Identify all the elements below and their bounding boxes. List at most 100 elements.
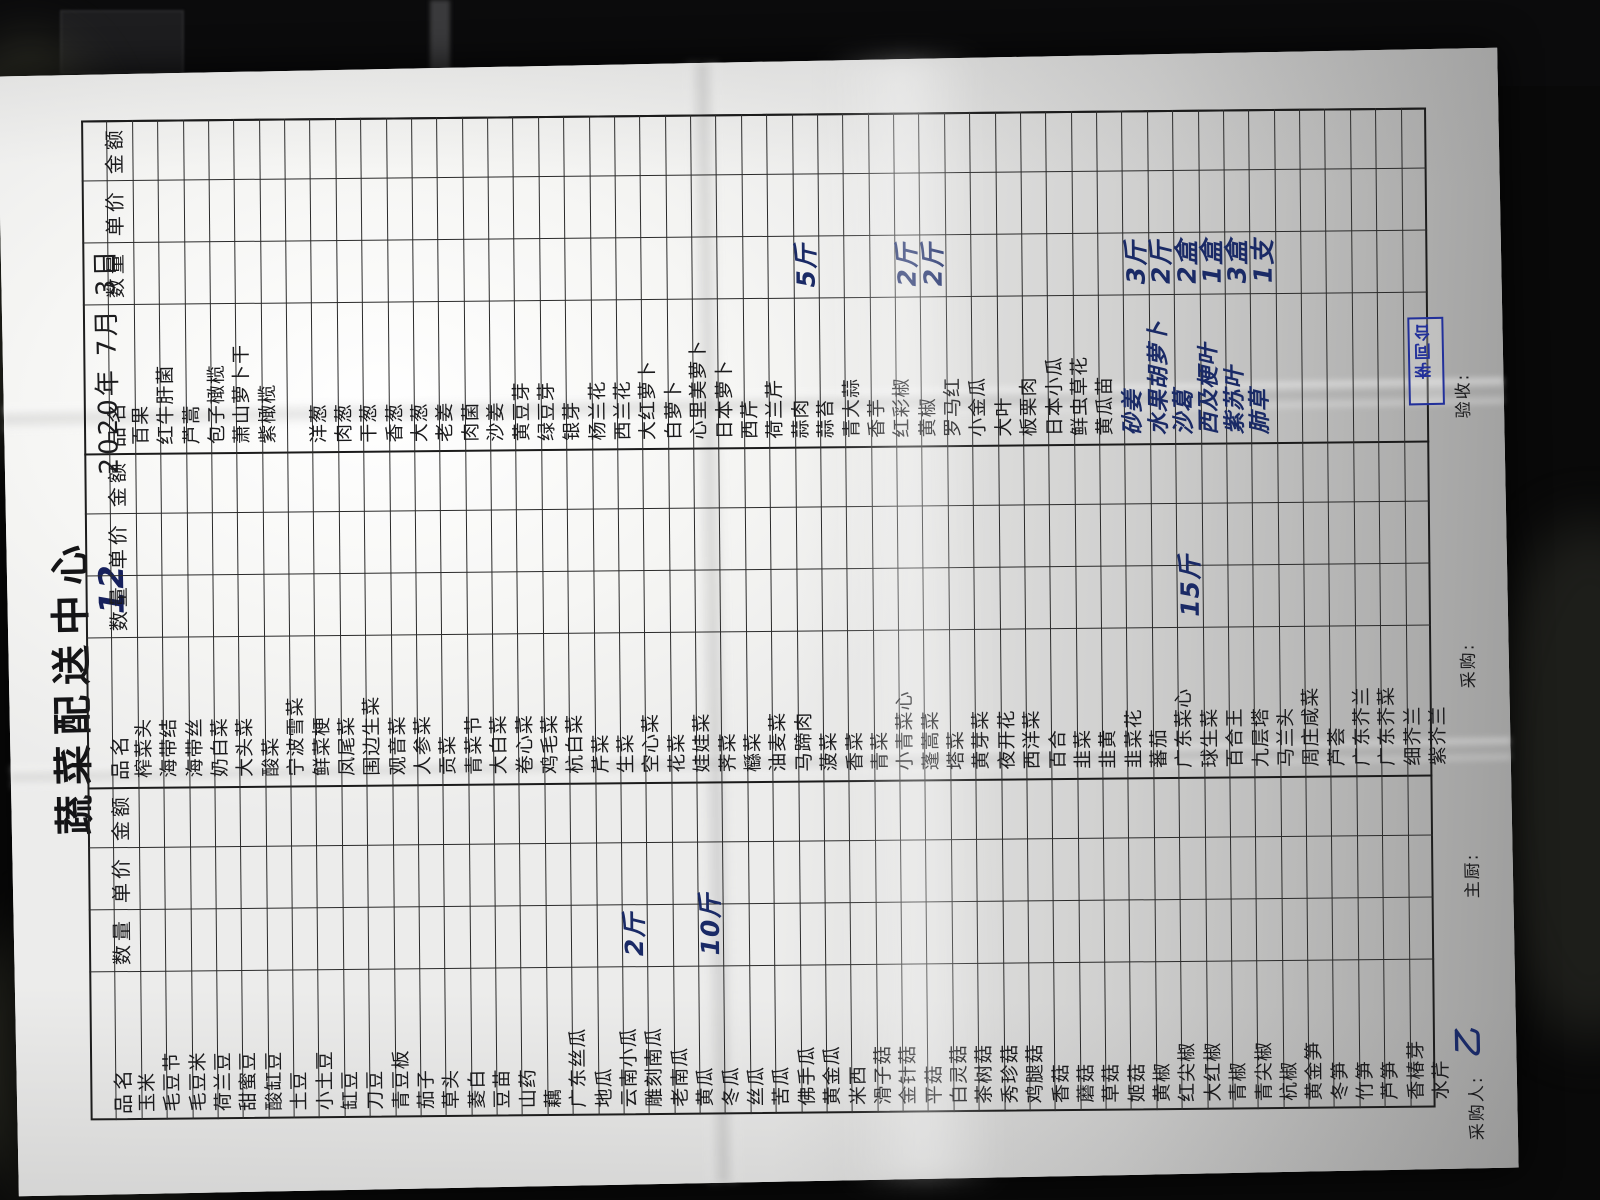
product-name-cell: 米西 (846, 1064, 870, 1106)
product-name-cell: 老姜 (434, 401, 457, 443)
product-name-cell: 荷兰芹 (763, 378, 787, 439)
product-name-cell: 白萝卜 (662, 379, 686, 440)
product-name-cell: 芹菜 (589, 733, 613, 774)
product-name-cell: 西兰花 (611, 380, 635, 441)
product-name-cell: 青菜节 (462, 714, 486, 775)
footer-buyer-label: 采购: (1458, 642, 1480, 689)
product-name-cell: 细芥兰 (1401, 705, 1425, 766)
product-name-cell: 雕刻南瓜 (643, 1026, 667, 1108)
product-name-cell: 海带丝 (183, 717, 207, 778)
product-name-cell: 黄芽菜 (970, 709, 993, 770)
product-name-cell: 菠菜 (818, 731, 841, 772)
product-name-cell: 鸡毛菜 (538, 713, 562, 775)
product-name-cell: 娃娃菜 (691, 712, 714, 773)
product-name-cell: 青大蒜 (840, 377, 863, 439)
product-name-cell: 黄椒 (916, 397, 939, 438)
product-name-cell: 鸡腿菇 (1024, 1043, 1047, 1104)
product-name-cell: 夜开花 (995, 709, 1019, 770)
product-name-cell: 凤尾菜 (335, 715, 359, 777)
quantity-cell: 1盒 (1197, 239, 1227, 284)
product-name-cell: 杭白菜 (564, 713, 587, 774)
product-name-cell: 西及梗叶 (1196, 342, 1223, 435)
product-name-cell: 蒜肉 (789, 398, 812, 439)
product-name-cell: 青椒 (1227, 1061, 1250, 1102)
signature-mark-left: 乙 (1450, 1028, 1487, 1059)
product-name-cell: 观音菜 (386, 715, 410, 776)
header-product-name: 品名 (104, 399, 130, 448)
header-amount: 金额 (108, 793, 134, 842)
quantity-cell: 2斤 (918, 241, 948, 287)
product-name-cell: 肉葱 (332, 402, 356, 444)
product-name-cell: 黄金瓜 (821, 1045, 844, 1106)
footer-manager-label: 主厨: (1462, 852, 1484, 899)
product-name-cell: 百果 (129, 404, 153, 446)
product-name-cell: 鲜菜梗 (310, 716, 333, 777)
product-name-cell: 韭菜花 (1122, 708, 1146, 769)
product-name-cell: 芦荟 (1325, 726, 1349, 767)
product-name-cell: 香葱 (383, 402, 406, 443)
quantity-cell: 2盒 (1171, 239, 1202, 285)
product-name-cell: 黄瓜 (694, 1066, 717, 1107)
product-name-cell: 广东芥兰 (1350, 686, 1374, 767)
product-name-cell: 紫橄榄 (256, 383, 280, 444)
footer-receiver-label: 验收: (1453, 372, 1475, 419)
product-name-cell: 山药 (516, 1068, 540, 1109)
product-name-cell: 奶白菜 (208, 717, 232, 778)
product-name-cell: 大红萝卜 (636, 359, 660, 441)
product-name-cell: 刀豆 (364, 1069, 387, 1110)
product-name-cell: 金针菇 (897, 1044, 920, 1105)
product-name-cell: 菱白 (466, 1068, 489, 1109)
product-name-cell: 宁波雪菜 (284, 696, 308, 777)
product-name-cell: 酸缸豆 (262, 1050, 286, 1111)
product-name-cell: 芦蒿 (180, 404, 203, 445)
product-name-cell: 荷兰豆 (212, 1051, 235, 1112)
product-name-cell: 广东菜心 (1172, 687, 1196, 769)
product-name-cell: 大头菜 (234, 716, 257, 778)
product-name-cell: 甜蜜豆 (237, 1050, 261, 1112)
product-name-cell: 杨兰花 (586, 380, 609, 441)
product-name-cell: 大红椒 (1201, 1041, 1225, 1102)
product-name-cell: 老南瓜 (668, 1046, 692, 1107)
order-form-paper: 蔬菜配送中心 2020年 7月 3日 12 品名 数量 单价 金额 百果 红牛肝菌 芦蒿 包子… (0, 47, 1519, 1197)
product-name-cell: 毛豆米 (186, 1051, 210, 1112)
product-name-cell: 日本萝卜 (713, 359, 736, 440)
product-name-cell: 肉菌 (459, 401, 483, 442)
product-name-cell: 包子橄榄 (205, 364, 229, 445)
product-name-cell: 广东芥菜 (1375, 685, 1399, 767)
product-name-cell: 青菜 (868, 730, 892, 771)
product-name-cell: 缸豆 (339, 1069, 362, 1111)
product-name-cell: 蒜苔 (814, 398, 838, 439)
product-name-cell: 丝瓜 (745, 1065, 768, 1107)
product-name-cell: 大白菜 (488, 714, 511, 775)
header-unit-price: 单价 (102, 188, 128, 237)
product-name-cell: 小青菜心 (893, 690, 917, 771)
product-name-cell: 蘑菇 (1075, 1062, 1098, 1103)
product-name-cell: 佛手瓜 (795, 1045, 819, 1106)
product-name-cell: 紫苏叶 (1222, 365, 1248, 435)
product-name-cell: 小金瓜 (966, 376, 990, 437)
product-name-cell: 土豆 (288, 1070, 311, 1111)
approval-stamp: 李同台 (1407, 316, 1445, 406)
product-name-cell: 地瓜 (592, 1067, 616, 1108)
product-name-cell: 香椿芽 (1404, 1039, 1428, 1100)
product-name-cell: 沙姜 (485, 401, 508, 442)
product-name-cell: 黄金笋 (1303, 1040, 1326, 1101)
product-name-cell: 玉米 (136, 1071, 159, 1112)
product-name-cell: 黄椒 (1151, 1062, 1174, 1103)
header-unit-price: 单价 (106, 521, 131, 570)
product-name-cell: 竹笋 (1354, 1060, 1377, 1101)
product-name-cell: 冬瓜 (719, 1066, 743, 1107)
product-name-cell: 卷心菜 (513, 714, 536, 775)
product-name-cell: 红牛肝菌 (154, 364, 178, 445)
product-name-cell: 绿豆芽 (535, 380, 559, 442)
header-quantity: 数量 (106, 583, 132, 632)
product-name-cell: 冬笋 (1328, 1060, 1352, 1101)
quantity-cell: 2斤 (892, 242, 923, 287)
product-name-cell: 塔菜 (944, 729, 968, 771)
product-name-cell: 白灵菇 (948, 1043, 971, 1105)
product-name-cell: 荠菜 (716, 732, 739, 773)
product-name-cell: 水果胡萝卜 (1145, 320, 1172, 436)
product-name-cell: 秀珍菇 (998, 1043, 1022, 1104)
product-name-cell: 周庄咸菜 (1299, 686, 1323, 767)
